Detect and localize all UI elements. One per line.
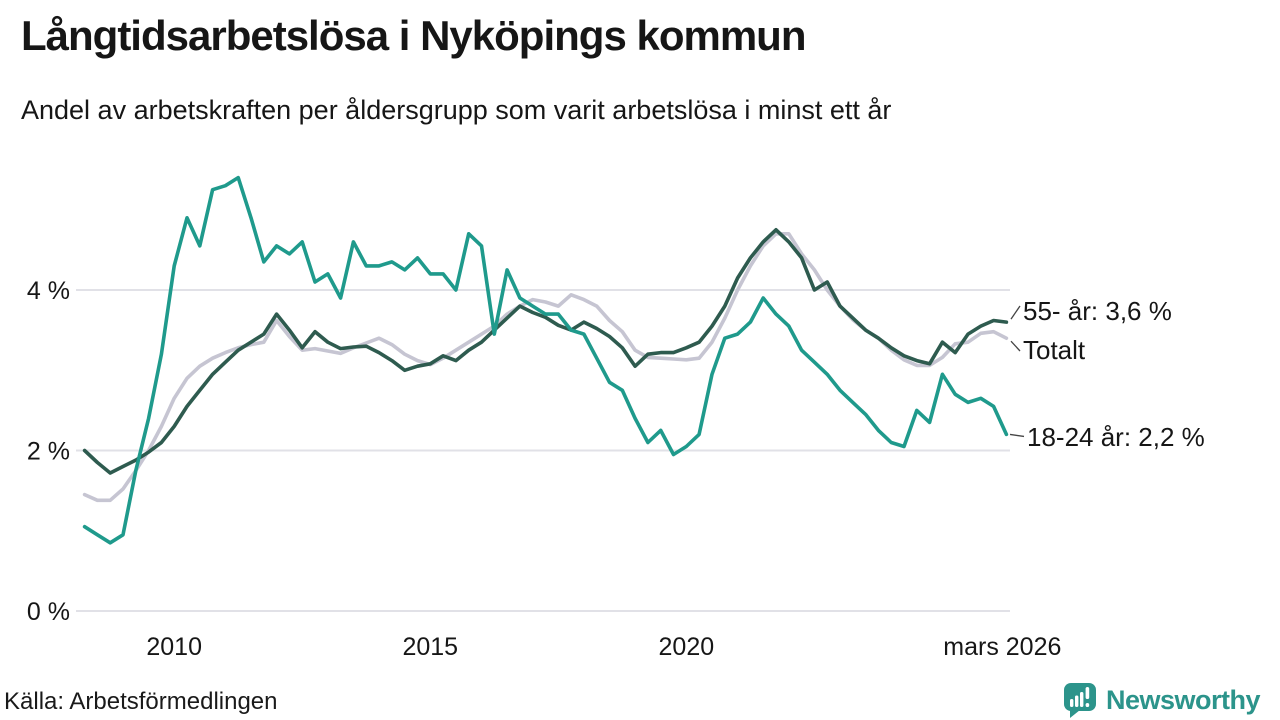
x-tick-label: 2010 <box>146 633 202 661</box>
y-tick-label: 4 % <box>27 277 70 305</box>
y-tick-label: 2 % <box>27 438 70 466</box>
newsworthy-logo: Newsworthy <box>1061 681 1261 719</box>
x-tick-label: mars 2026 <box>943 633 1061 661</box>
series-line-18-24-r <box>82 175 1009 545</box>
newsworthy-logo-icon <box>1063 683 1096 718</box>
x-tick-label: 2015 <box>402 633 458 661</box>
series-end-label-18-24-ar: 18-24 år: 2,2 % <box>1027 422 1205 452</box>
x-tick-label: 2020 <box>659 633 715 661</box>
series-end-label-totalt: Totalt <box>1023 335 1086 365</box>
newsworthy-logo-text: Newsworthy <box>1105 684 1261 715</box>
y-tick-label: 0 % <box>27 598 70 626</box>
label-connector-totalt <box>1010 340 1021 352</box>
source-attribution: Källa: Arbetsförmedlingen <box>4 688 278 715</box>
label-connector-18-24-ar <box>1009 433 1025 438</box>
chart-subtitle: Andel av arbetskraften per åldersgrupp s… <box>21 95 892 125</box>
series-end-label-55-ar: 55- år: 3,6 % <box>1023 296 1172 326</box>
series-line-55-r <box>82 228 1009 475</box>
label-connector-55-ar <box>1010 305 1021 320</box>
chart-title: Långtidsarbetslösa i Nyköpings kommun <box>21 12 806 59</box>
